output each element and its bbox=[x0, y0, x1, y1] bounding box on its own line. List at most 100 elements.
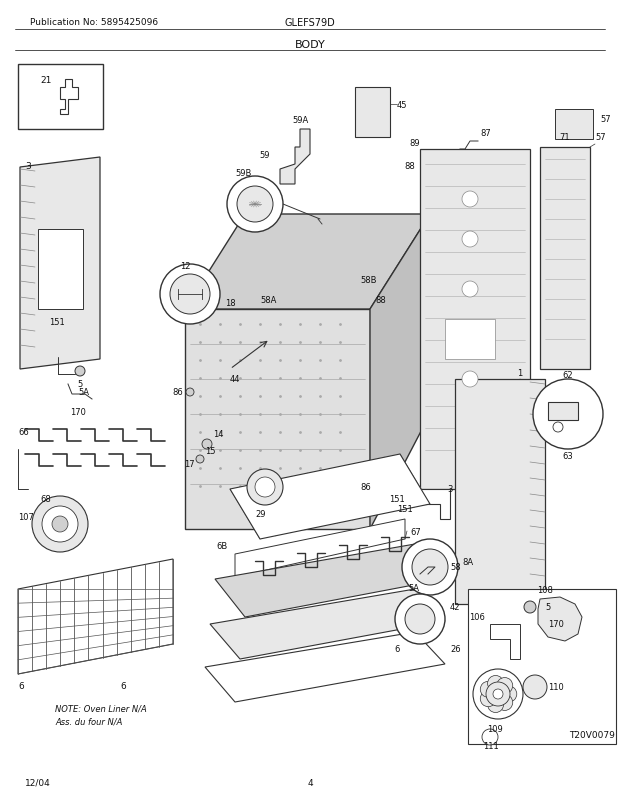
Polygon shape bbox=[235, 520, 405, 577]
Text: 57: 57 bbox=[600, 115, 611, 124]
Circle shape bbox=[237, 187, 273, 223]
Text: 170: 170 bbox=[548, 619, 564, 628]
Text: Ass. du four N/A: Ass. du four N/A bbox=[55, 717, 122, 726]
Circle shape bbox=[480, 682, 496, 698]
Text: 14: 14 bbox=[213, 430, 223, 439]
Bar bbox=[18, 65, 103, 130]
Text: 151: 151 bbox=[389, 494, 405, 504]
Text: 44: 44 bbox=[230, 375, 241, 384]
Text: 6: 6 bbox=[120, 681, 126, 691]
Text: 59B: 59B bbox=[235, 168, 251, 178]
Circle shape bbox=[533, 379, 603, 449]
Text: 62: 62 bbox=[563, 371, 574, 379]
Text: 5: 5 bbox=[78, 379, 82, 388]
Circle shape bbox=[480, 691, 496, 707]
Circle shape bbox=[462, 371, 478, 387]
Circle shape bbox=[462, 192, 478, 208]
Circle shape bbox=[170, 274, 210, 314]
Circle shape bbox=[42, 506, 78, 542]
Text: 57: 57 bbox=[595, 133, 606, 142]
Polygon shape bbox=[215, 545, 445, 618]
Text: NOTE: Oven Liner N/A: NOTE: Oven Liner N/A bbox=[55, 704, 147, 713]
Polygon shape bbox=[185, 215, 430, 310]
Circle shape bbox=[493, 689, 503, 699]
Text: 71: 71 bbox=[560, 133, 570, 142]
Text: 18: 18 bbox=[225, 298, 236, 308]
Text: 29: 29 bbox=[255, 509, 265, 518]
Circle shape bbox=[196, 456, 204, 464]
Polygon shape bbox=[455, 379, 545, 604]
Polygon shape bbox=[490, 624, 520, 659]
Text: 107: 107 bbox=[18, 512, 34, 521]
Text: 111: 111 bbox=[483, 741, 498, 750]
Circle shape bbox=[405, 604, 435, 634]
Bar bbox=[38, 229, 83, 310]
Polygon shape bbox=[540, 148, 590, 370]
Text: 151: 151 bbox=[397, 505, 413, 514]
Text: 106: 106 bbox=[469, 612, 485, 622]
Text: 6B: 6B bbox=[217, 541, 228, 550]
Text: 67: 67 bbox=[410, 528, 421, 537]
Text: 109: 109 bbox=[487, 724, 503, 733]
Polygon shape bbox=[20, 158, 100, 370]
Circle shape bbox=[524, 602, 536, 614]
Text: 108: 108 bbox=[537, 585, 553, 594]
Text: GLEFS79D: GLEFS79D bbox=[285, 18, 335, 28]
Text: 8A: 8A bbox=[462, 557, 473, 566]
Text: 88: 88 bbox=[375, 296, 386, 305]
Text: 63: 63 bbox=[562, 452, 574, 460]
Circle shape bbox=[487, 675, 503, 691]
Text: 87: 87 bbox=[480, 129, 491, 138]
Text: BODY: BODY bbox=[294, 40, 326, 50]
Text: 42: 42 bbox=[450, 603, 461, 612]
Text: 4: 4 bbox=[307, 778, 313, 787]
Circle shape bbox=[160, 265, 220, 325]
Bar bbox=[445, 320, 495, 359]
Text: 3: 3 bbox=[25, 162, 31, 171]
Text: 68: 68 bbox=[40, 494, 51, 504]
Circle shape bbox=[186, 388, 194, 396]
Circle shape bbox=[497, 695, 513, 711]
Text: 89: 89 bbox=[409, 139, 420, 148]
Polygon shape bbox=[60, 80, 78, 115]
Circle shape bbox=[412, 549, 448, 585]
Polygon shape bbox=[210, 589, 445, 659]
Text: 59A: 59A bbox=[292, 115, 308, 125]
Text: 5A: 5A bbox=[408, 583, 419, 592]
Bar bbox=[468, 589, 616, 744]
Circle shape bbox=[482, 729, 498, 745]
Circle shape bbox=[487, 697, 503, 713]
Circle shape bbox=[32, 496, 88, 553]
Text: 26: 26 bbox=[450, 645, 461, 654]
Text: Publication No: 5895425096: Publication No: 5895425096 bbox=[30, 18, 158, 27]
Circle shape bbox=[395, 594, 445, 644]
Text: eReplacementParts.com: eReplacementParts.com bbox=[200, 420, 420, 439]
Text: 86: 86 bbox=[172, 388, 183, 397]
Polygon shape bbox=[370, 215, 430, 529]
Text: 1: 1 bbox=[516, 369, 522, 378]
Text: 58: 58 bbox=[450, 563, 461, 572]
Circle shape bbox=[75, 367, 85, 376]
Text: 58B: 58B bbox=[360, 276, 376, 285]
Circle shape bbox=[255, 477, 275, 497]
Text: 58A: 58A bbox=[260, 296, 277, 305]
Circle shape bbox=[497, 678, 513, 694]
Polygon shape bbox=[280, 130, 310, 184]
Text: 59: 59 bbox=[260, 150, 270, 160]
Text: 21: 21 bbox=[40, 76, 51, 85]
Text: 15: 15 bbox=[205, 447, 216, 456]
Circle shape bbox=[247, 469, 283, 505]
Polygon shape bbox=[410, 489, 450, 520]
Circle shape bbox=[523, 675, 547, 699]
Circle shape bbox=[462, 331, 478, 347]
Polygon shape bbox=[230, 455, 430, 539]
Circle shape bbox=[227, 176, 283, 233]
Circle shape bbox=[202, 439, 212, 449]
Text: 3: 3 bbox=[448, 485, 453, 494]
Text: 170: 170 bbox=[70, 407, 86, 416]
Polygon shape bbox=[205, 632, 445, 702]
Bar bbox=[355, 88, 390, 138]
Polygon shape bbox=[420, 150, 530, 489]
Circle shape bbox=[462, 282, 478, 298]
Text: 5A: 5A bbox=[78, 388, 89, 397]
